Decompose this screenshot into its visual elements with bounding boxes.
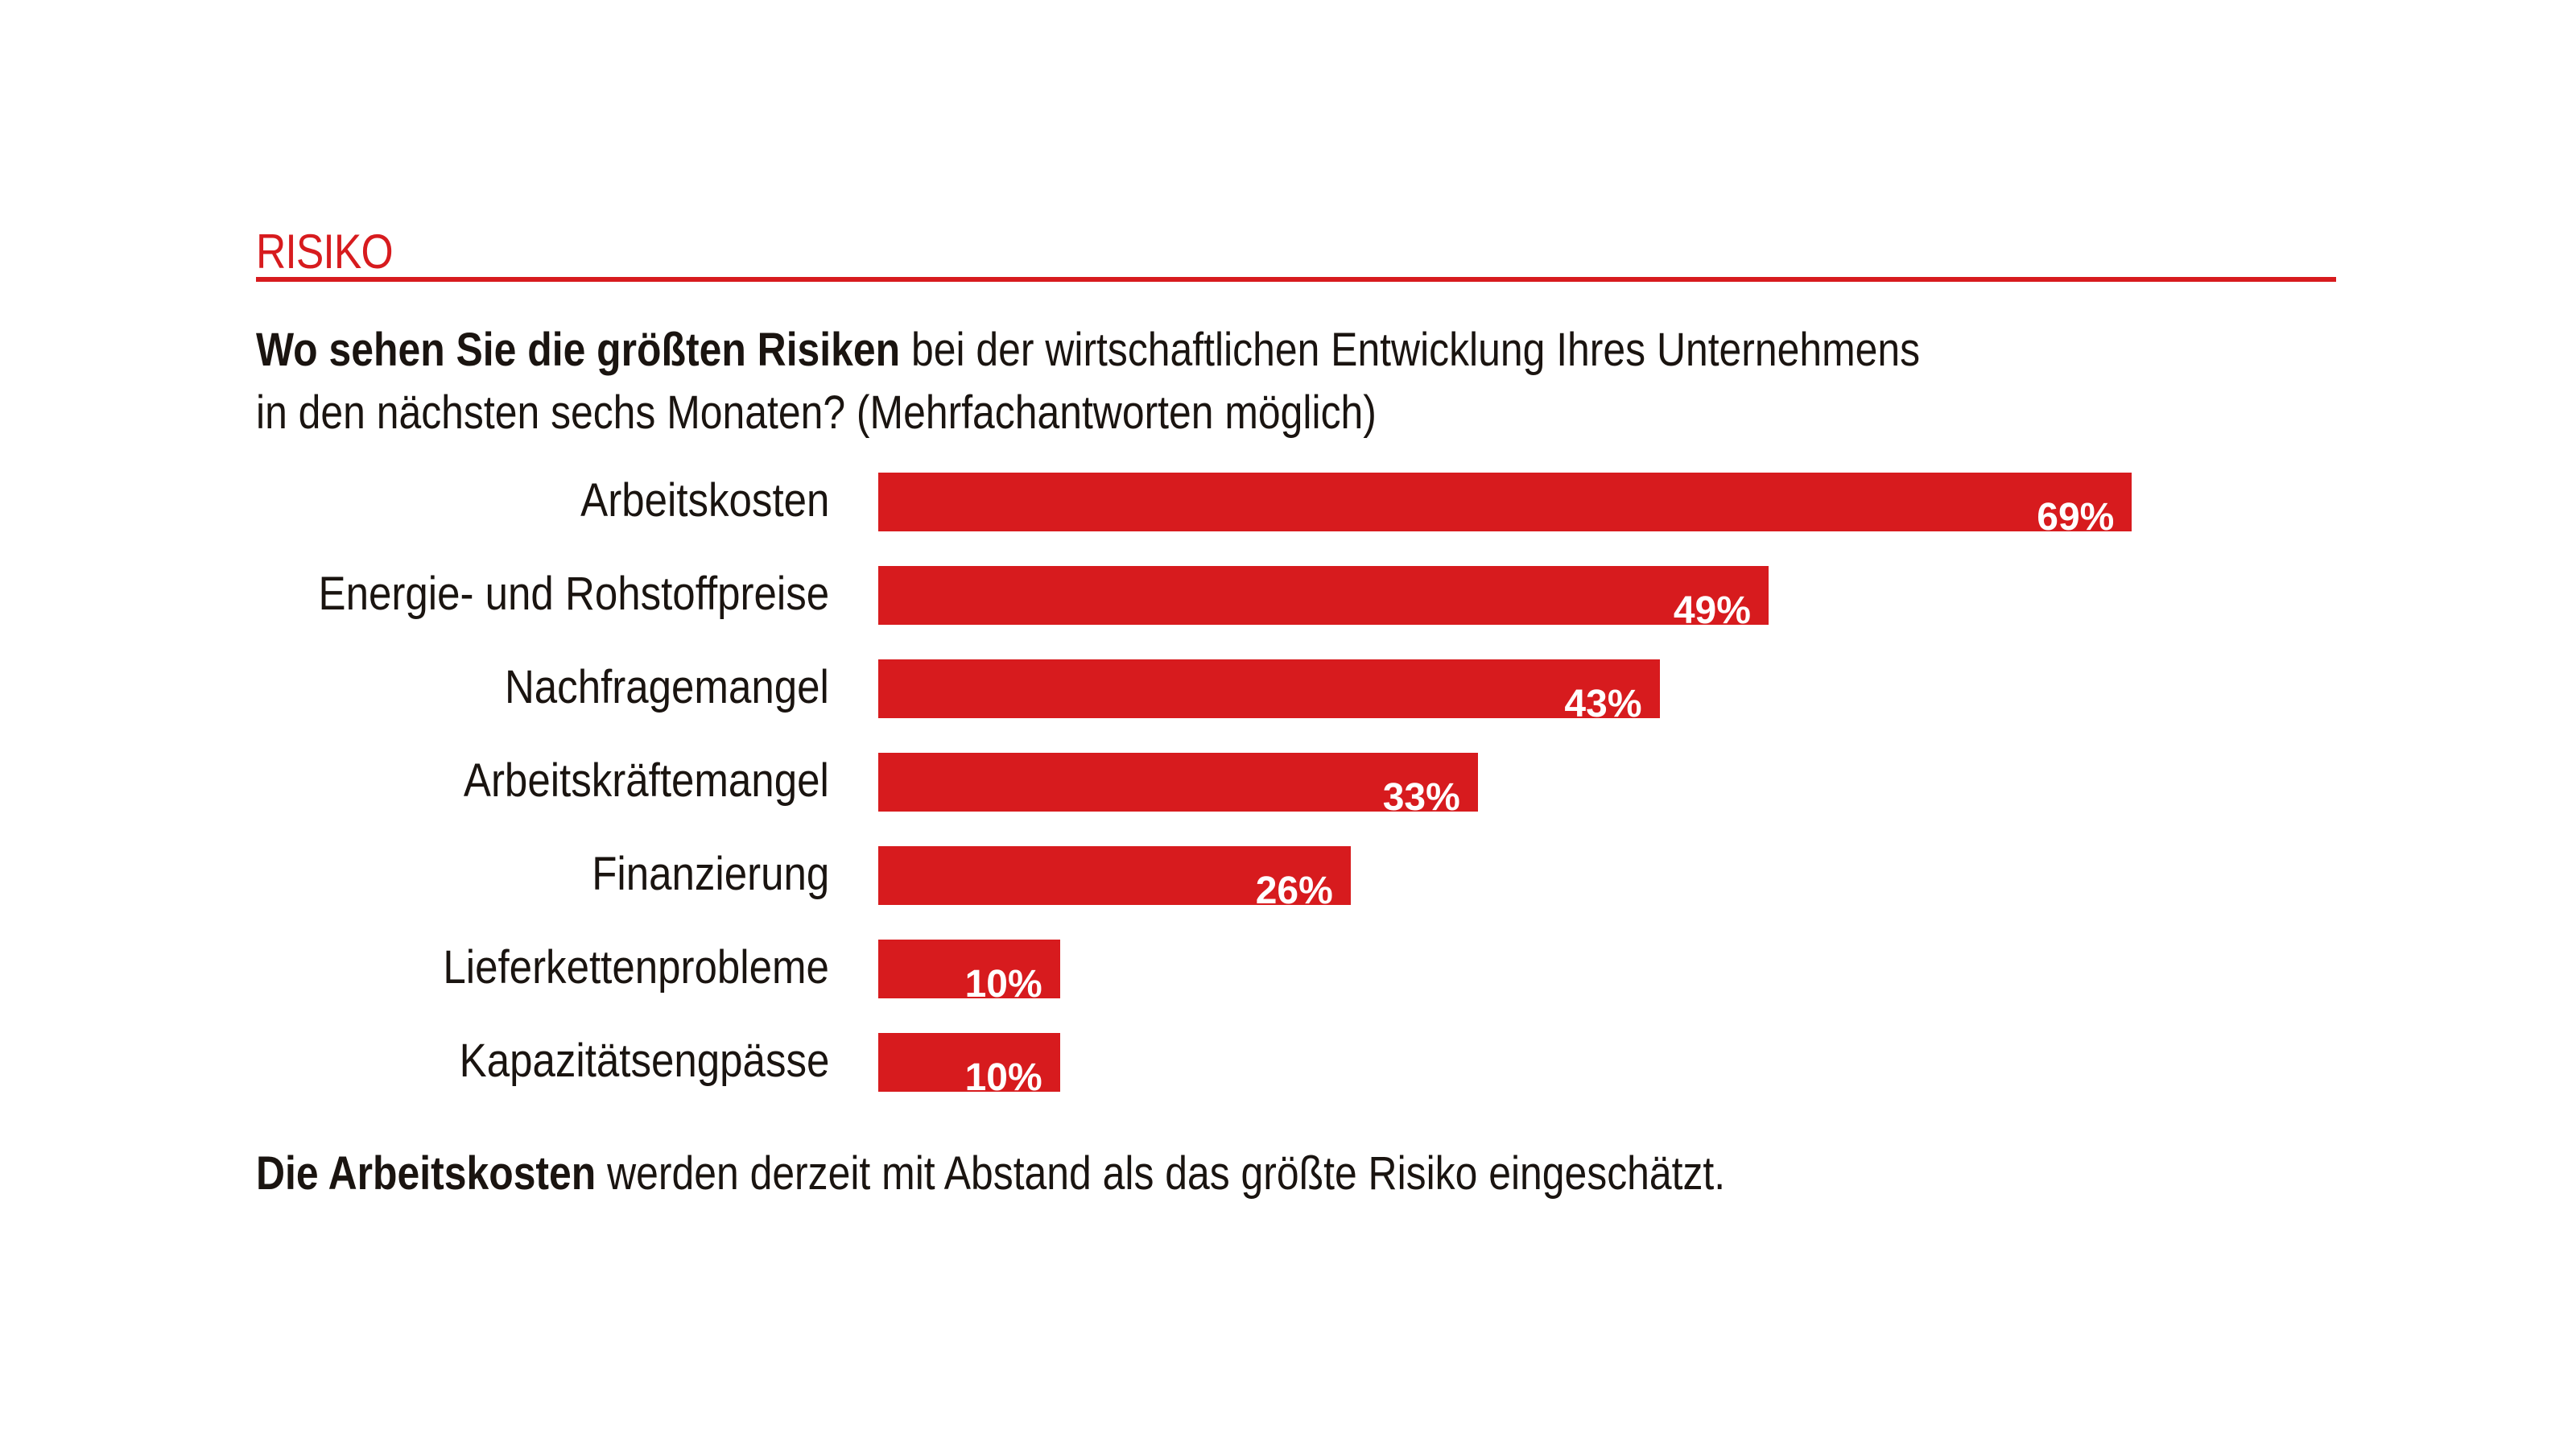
- value-label: 26%: [1255, 870, 1333, 905]
- value-label: 10%: [964, 963, 1042, 998]
- header-rule: [256, 277, 2336, 282]
- category-label: Nachfragemangel: [505, 661, 829, 713]
- category-label: Lieferkettenprobleme: [443, 941, 829, 994]
- footer-bold: Die Arbeitskosten: [256, 1147, 597, 1200]
- value-label: 10%: [964, 1056, 1042, 1092]
- value-label: 43%: [1564, 683, 1642, 718]
- bar: 26%: [878, 846, 1351, 905]
- value-label: 69%: [2037, 496, 2115, 531]
- value-label: 33%: [1382, 776, 1460, 812]
- category-label: Arbeitskräftemangel: [464, 754, 829, 807]
- bar: 49%: [878, 566, 1769, 625]
- bar: 10%: [878, 1033, 1060, 1092]
- chart-kicker: RISIKO: [256, 224, 415, 279]
- category-label: Arbeitskosten: [580, 474, 829, 527]
- kicker-text: RISIKO: [256, 225, 394, 279]
- bar: 69%: [878, 473, 2132, 531]
- footer-rest: werden derzeit mit Abstand als das größt…: [596, 1147, 1726, 1200]
- bar: 10%: [878, 940, 1060, 998]
- question-bold: Wo sehen Sie die größten Risiken: [256, 324, 901, 376]
- bar: 33%: [878, 753, 1478, 812]
- value-label: 49%: [1673, 589, 1751, 625]
- bar: 43%: [878, 659, 1660, 718]
- question-line-1: Wo sehen Sie die größten Risiken bei der…: [256, 319, 1920, 382]
- question-rest: bei der wirtschaftlichen Entwicklung Ihr…: [900, 324, 1921, 376]
- category-label: Energie- und Rohstoffpreise: [318, 568, 829, 620]
- chart-question: Wo sehen Sie die größten Risiken bei der…: [256, 319, 2191, 444]
- category-label: Finanzierung: [591, 848, 829, 900]
- question-line-2: in den nächsten sechs Monaten? (Mehrfach…: [256, 386, 1377, 439]
- category-label: Kapazitätsengpässe: [459, 1035, 829, 1087]
- chart-footer: Die Arbeitskosten werden derzeit mit Abs…: [256, 1146, 1964, 1200]
